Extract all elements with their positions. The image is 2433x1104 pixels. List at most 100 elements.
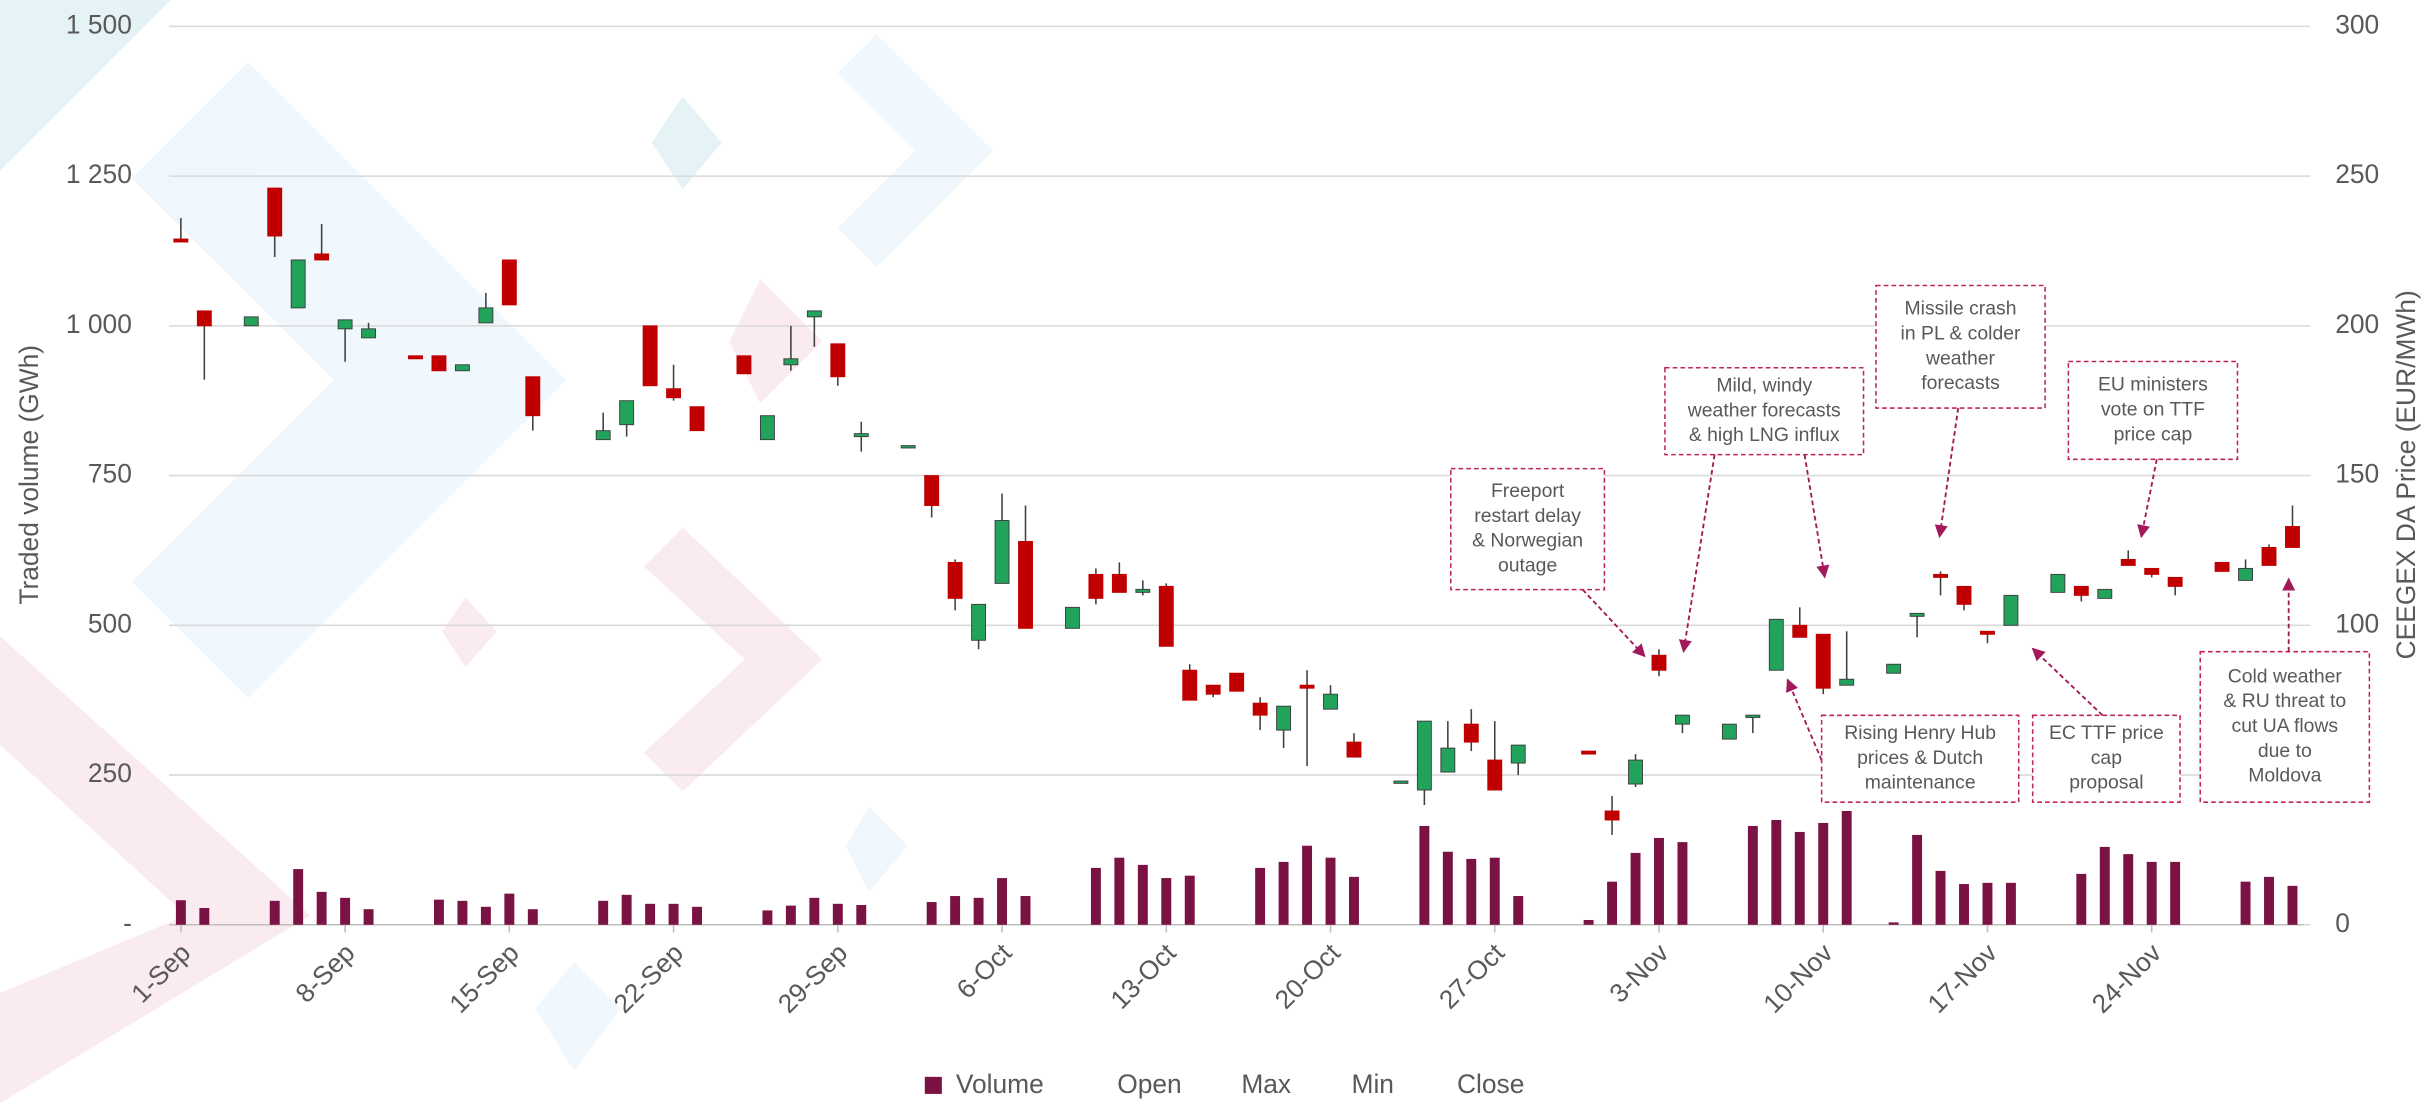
candle-body (1980, 630, 1995, 635)
candle-body (1745, 714, 1761, 718)
candle-body (806, 310, 822, 318)
annotation-box (1664, 366, 1865, 456)
volume-bar (1888, 922, 1899, 925)
legend-label: Open (1117, 1069, 1181, 1099)
annotation-arrow (2031, 647, 2104, 716)
candle-body (478, 307, 494, 324)
annotation-text: prices & Dutch (1857, 747, 1983, 769)
candle-body (1252, 702, 1268, 716)
candle-body (2073, 585, 2089, 596)
candle-body (2120, 558, 2136, 566)
x-tick-label: 6-Oct (951, 937, 1018, 1004)
volume-bar (2076, 873, 2087, 925)
candle-body (1839, 678, 1855, 686)
annotation-arrow (1678, 454, 1716, 653)
candle-body (994, 520, 1010, 584)
candle-body (1088, 573, 1104, 599)
volume-bar (1349, 876, 1359, 925)
candle-body (267, 187, 283, 237)
annotation-text: Cold weather (2228, 665, 2343, 687)
candle-body (1111, 573, 1127, 593)
candle-body (2003, 594, 2019, 626)
annotation-arrow (1786, 678, 1823, 761)
annotation-text: outage (1498, 554, 1557, 576)
volume-bar (762, 910, 773, 925)
candle-body (2167, 576, 2183, 587)
x-tick-label: 29-Sep (772, 938, 853, 1019)
candle-body (619, 400, 635, 426)
y2-tick-label: 100 (2335, 608, 2379, 638)
candle-body (830, 343, 846, 378)
volume-bar (809, 897, 820, 925)
candle-body (1182, 669, 1198, 701)
candle-body (2097, 588, 2113, 599)
annotation-arrow (1582, 588, 1646, 658)
candle-body (971, 603, 987, 641)
volume-bar (668, 903, 679, 925)
x-tick-label: 17-Nov (1922, 937, 2004, 1019)
candle-body (1886, 663, 1902, 674)
candle-body (1628, 759, 1643, 785)
volume-bar (1137, 864, 1148, 925)
y-tick-label: 500 (88, 608, 132, 638)
volume-bar (1466, 858, 1477, 925)
volume-bar (1302, 845, 1313, 925)
annotation-box (2199, 650, 2371, 803)
candle-body (1158, 585, 1174, 647)
x-tick-label: 20-Oct (1269, 937, 1347, 1015)
volume-bar (316, 891, 327, 925)
volume-bar (785, 905, 796, 925)
volume-bar (1442, 851, 1453, 925)
candle-body (243, 316, 259, 327)
candle-body (1393, 780, 1409, 784)
volume-bar (1630, 852, 1641, 925)
candle-body (525, 376, 541, 417)
volume-bar (2005, 882, 2016, 925)
volume-bar (1255, 867, 1266, 925)
volume-bar (1794, 831, 1805, 925)
volume-bar (1114, 857, 1125, 925)
annotation-text: in PL & colder (1901, 323, 2021, 345)
volume-bar (363, 909, 374, 925)
volume-bar (1959, 884, 1969, 925)
annotation-text: Rising Henry Hub (1844, 722, 1996, 744)
volume-bar (1020, 896, 1031, 925)
annotation-box (2031, 714, 2181, 803)
x-tick-label: 8-Sep (290, 938, 361, 1009)
volume-bar (621, 894, 632, 925)
annotation-text: EU ministers (2098, 374, 2208, 396)
candle-body (2238, 567, 2253, 581)
candle-body (314, 253, 330, 261)
y2-tick-label: 0 (2335, 908, 2350, 938)
volume-bar (1841, 810, 1852, 925)
candle-body (1956, 585, 1972, 605)
volume-bar (1278, 861, 1289, 925)
volume-bar (1419, 825, 1430, 925)
background-shape (131, 62, 567, 699)
annotation-text: cut UA flows (2232, 715, 2339, 737)
candle-body (783, 358, 799, 366)
y2-tick-label: 250 (2335, 159, 2379, 189)
y2-axis-title: CEEGEX DA Price (EUR/MWh) (2391, 290, 2421, 659)
volume-bar (1912, 834, 1923, 925)
volume-bar (950, 896, 961, 925)
volume-bar (433, 899, 444, 925)
volume-bar (527, 909, 538, 925)
background-shape (535, 962, 621, 1071)
background (0, 0, 994, 1104)
candle-body (1229, 672, 1245, 692)
legend-label: Close (1457, 1069, 1524, 1099)
volume-bar (1489, 857, 1500, 925)
volume-bar (1184, 875, 1195, 925)
annotation-arrow (1803, 454, 1830, 579)
volume-bar (1771, 819, 1782, 925)
annotation-box (1820, 714, 2020, 803)
annotation-text: & RU threat to (2223, 690, 2346, 712)
candle-body (2050, 573, 2066, 593)
candle-body (501, 259, 517, 306)
volume-bar (480, 906, 491, 925)
volume-bar (997, 878, 1008, 925)
x-tick-label: 13-Oct (1105, 937, 1183, 1015)
annotation-text: weather forecasts (1687, 399, 1841, 421)
annotation-text: Freeport (1491, 480, 1565, 502)
